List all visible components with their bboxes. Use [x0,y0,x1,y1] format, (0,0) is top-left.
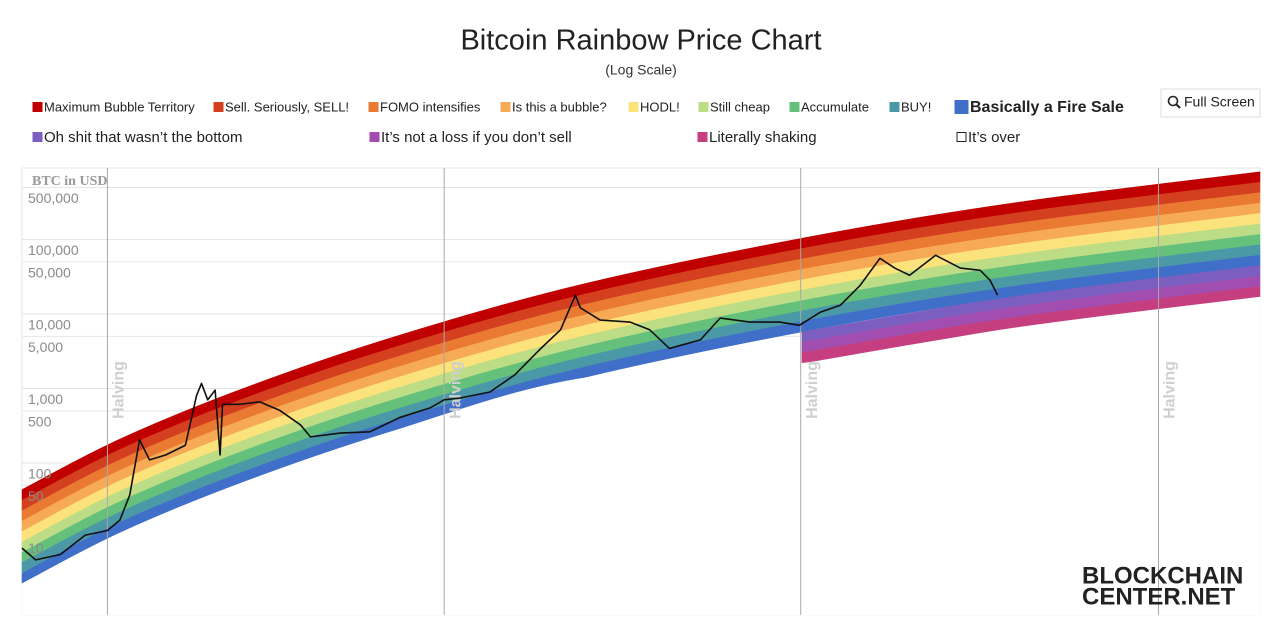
price-line [21,254,999,561]
legend-swatch[interactable] [698,102,709,112]
y-axis-label: BTC in USD [32,174,107,189]
legend-label[interactable]: Basically a Fire Sale [970,99,1124,116]
full-screen-label[interactable]: Full Screen [1184,94,1255,110]
legend-label[interactable]: Sell. Seriously, SELL! [225,99,349,114]
y-tick-label: 50,000 [28,265,71,281]
legend-label[interactable]: It’s over [968,129,1020,146]
legend-swatch[interactable] [954,100,969,114]
legend-label[interactable]: Accumulate [801,99,869,114]
legend-label[interactable]: Oh shit that wasn’t the bottom [44,129,242,146]
legend-swatch[interactable] [697,132,708,142]
legend-swatch[interactable] [32,132,43,142]
y-tick-label: 10 [28,540,44,556]
y-tick-label: 10,000 [28,317,71,333]
legend-label[interactable]: BUY! [901,99,931,114]
logo-line-1: BLOCKCHAIN [1082,562,1243,589]
halving-label: Halving [111,361,128,419]
y-tick-label: 50 [28,488,44,504]
legend-label[interactable]: Literally shaking [709,129,817,146]
zoom-icon [1167,95,1179,107]
legend-swatch[interactable] [628,102,639,112]
legend-swatch[interactable] [368,102,379,112]
legend-swatch[interactable] [500,102,511,112]
legend-swatch[interactable] [213,102,224,112]
halving-label: Halving [1162,361,1179,419]
halving-label: Halving [447,361,464,419]
legend-swatch[interactable] [32,102,43,112]
legend-label[interactable]: HODL! [640,99,680,114]
legend-swatch[interactable] [889,102,900,112]
y-tick-label: 5,000 [28,339,63,355]
chart-title: Bitcoin Rainbow Price Chart [460,25,821,57]
y-tick-label: 500 [28,414,52,430]
legend-label[interactable]: Still cheap [710,99,770,114]
legend-swatch[interactable] [956,132,967,142]
y-tick-label: 1,000 [28,391,63,407]
legend-label[interactable]: Is this a bubble? [512,99,607,114]
y-tick-label: 100,000 [28,242,79,258]
zoom-icon-handle [1175,103,1181,109]
legend-swatch[interactable] [369,132,380,142]
y-tick-label: 500,000 [28,190,79,206]
legend-label[interactable]: Maximum Bubble Territory [44,99,195,114]
halving-label: Halving [804,361,821,419]
legend-swatch[interactable] [789,102,800,112]
legend-label[interactable]: FOMO intensifies [380,99,481,114]
rainbow-band [21,296,1261,616]
y-tick-label: 100 [28,466,52,482]
legend-label[interactable]: It’s not a loss if you don’t sell [381,129,572,146]
logo-line-2: CENTER.NET [1082,583,1236,610]
chart-subtitle: (Log Scale) [605,62,677,78]
